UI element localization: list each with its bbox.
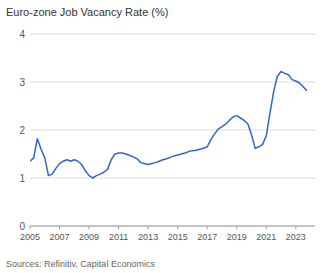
x-tick [59, 226, 60, 229]
grid-line [30, 130, 315, 131]
x-tick-label: 2019 [227, 232, 247, 242]
x-tick [266, 226, 267, 229]
x-tick [30, 226, 31, 229]
x-tick-label: 2007 [50, 232, 70, 242]
x-tick-label: 2021 [256, 232, 276, 242]
x-tick [177, 226, 178, 229]
plot-area [30, 71, 307, 178]
y-tick-label: 0 [19, 221, 25, 232]
x-tick [295, 226, 296, 229]
title: Euro-zone Job Vacancy Rate (%) [6, 6, 168, 18]
x-tick [148, 226, 149, 229]
x-tick [236, 226, 237, 229]
x-tick-label: 2013 [138, 232, 158, 242]
y-tick-label: 1 [19, 173, 25, 184]
grid-line [30, 226, 315, 227]
line [30, 71, 307, 178]
x-tick-label: 2011 [109, 232, 128, 242]
y-tick-label: 4 [19, 29, 25, 40]
x-tick-label: 2023 [286, 232, 306, 242]
x-tick-label: 2005 [20, 232, 40, 242]
grid-line [30, 82, 315, 83]
x-tick [89, 226, 90, 229]
chart: Euro-zone Job Vacancy Rate (%) 0 1 2 3 4 2005 2… [0, 0, 325, 273]
x-tick-label: 2015 [168, 232, 188, 242]
x-tick-label: 2017 [197, 232, 217, 242]
y-tick-label: 2 [19, 125, 25, 136]
x-tick-label: 2009 [79, 232, 99, 242]
source: Sources: Refinitiv, Capital Economics [6, 259, 155, 269]
grid-line [30, 34, 315, 35]
x-tick [118, 226, 119, 229]
grid-line [30, 178, 315, 179]
y-tick-label: 3 [19, 77, 25, 88]
x-tick [207, 226, 208, 229]
x-axis-line [30, 226, 315, 227]
